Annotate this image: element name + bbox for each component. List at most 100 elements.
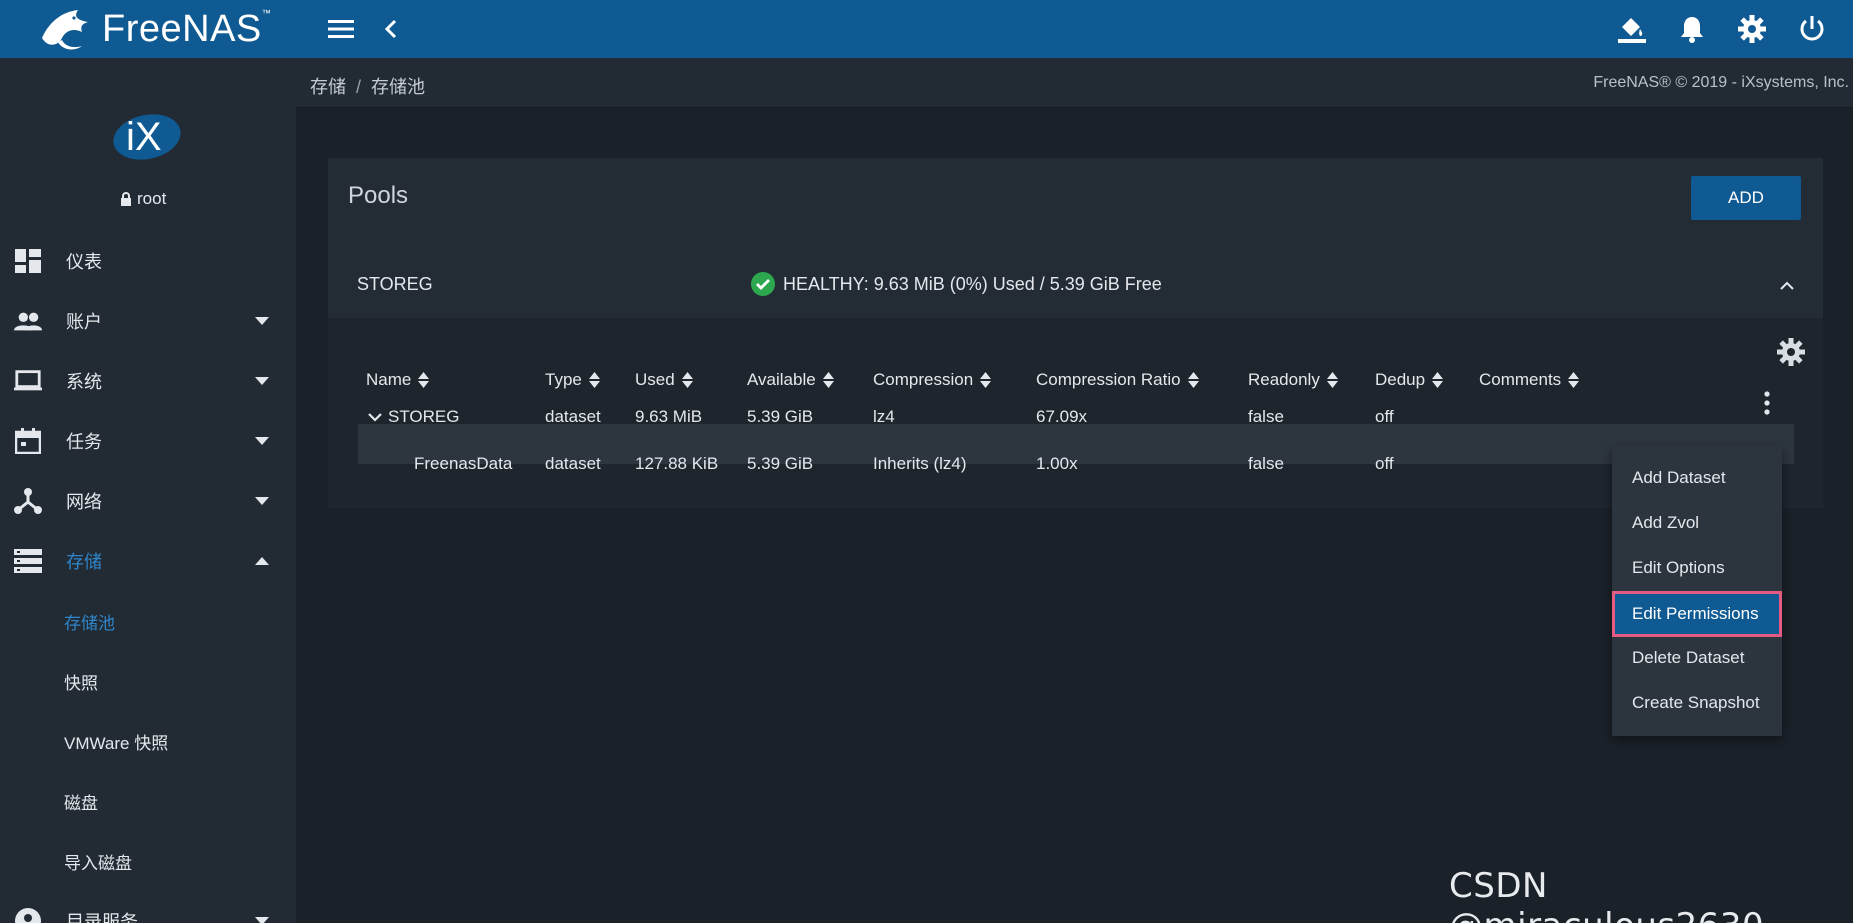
column-header-label: Type bbox=[545, 370, 582, 389]
dataset-compression: Inherits (lz4) bbox=[873, 454, 967, 473]
check-circle-icon bbox=[751, 272, 775, 296]
dataset-readonly: false bbox=[1248, 454, 1284, 473]
sort-icon bbox=[588, 372, 600, 388]
caret-down-icon bbox=[255, 374, 269, 388]
pool-header-row[interactable]: STOREG HEALTHY: 9.63 MiB (0%) Used / 5.3… bbox=[328, 244, 1823, 326]
caret-down-icon bbox=[255, 914, 269, 923]
current-user[interactable]: root bbox=[120, 189, 166, 209]
settings-button[interactable] bbox=[1735, 12, 1769, 46]
column-header-name[interactable]: Name bbox=[366, 370, 430, 390]
column-header-label: Compression Ratio bbox=[1036, 370, 1181, 389]
column-header-label: Compression bbox=[873, 370, 974, 389]
freenas-logo[interactable]: FreeNAS™ bbox=[38, 2, 271, 56]
column-header-label: Comments bbox=[1479, 370, 1562, 389]
collapse-sidebar-button[interactable] bbox=[374, 12, 408, 46]
sidebar-item-storage[interactable]: 存储 bbox=[0, 536, 296, 586]
bell-icon bbox=[1681, 17, 1703, 43]
dataset-available: 5.39 GiB bbox=[747, 454, 814, 473]
sidebar-item-tasks[interactable]: 任务 bbox=[0, 416, 296, 466]
sidebar-item-label: 系统 bbox=[66, 372, 102, 392]
power-button[interactable] bbox=[1795, 12, 1829, 46]
sidebar-subitem-vmware-snapshots[interactable]: VMWare 快照 bbox=[64, 733, 169, 753]
sidebar-item-system[interactable]: 系统 bbox=[0, 356, 296, 406]
column-header-comments[interactable]: Comments bbox=[1479, 370, 1580, 390]
table-settings-button[interactable] bbox=[1777, 338, 1807, 368]
add-pool-button[interactable]: ADD bbox=[1691, 176, 1801, 220]
hamburger-icon bbox=[328, 20, 354, 38]
ix-logo-icon: iX bbox=[113, 114, 181, 160]
table-row[interactable] bbox=[358, 424, 1794, 464]
menu-item-edit-options[interactable]: Edit Options bbox=[1632, 558, 1725, 577]
menu-item-create-snapshot[interactable]: Create Snapshot bbox=[1632, 693, 1760, 712]
watermark: CSDN @miraculous2630 bbox=[1449, 866, 1764, 923]
row-actions-button[interactable] bbox=[1757, 390, 1777, 416]
breadcrumb-item-storage[interactable]: 存储 bbox=[310, 77, 346, 97]
breadcrumb: 存储 / 存储池 bbox=[310, 73, 425, 99]
dataset-name: FreenasData bbox=[414, 454, 513, 473]
network-icon bbox=[14, 487, 42, 515]
calendar-icon bbox=[14, 427, 42, 455]
chevron-left-icon bbox=[384, 19, 397, 39]
pool-status: HEALTHY: 9.63 MiB (0%) Used / 5.39 GiB F… bbox=[751, 272, 1162, 296]
sidebar-item-network[interactable]: 网络 bbox=[0, 476, 296, 526]
caret-up-icon bbox=[255, 554, 269, 568]
menu-item-edit-permissions[interactable]: Edit Permissions bbox=[1612, 591, 1782, 637]
dataset-ratio: 1.00x bbox=[1036, 454, 1078, 473]
sidebar-subitem-pools[interactable]: 存储池 bbox=[64, 613, 115, 633]
shark-logo-icon bbox=[42, 10, 88, 50]
column-header-dedup[interactable]: Dedup bbox=[1375, 370, 1444, 390]
column-header-type[interactable]: Type bbox=[545, 370, 600, 390]
sidebar-subitem-snapshots[interactable]: 快照 bbox=[64, 673, 98, 693]
column-header-compression[interactable]: Compression bbox=[873, 370, 992, 390]
sidebar-item-label: 仪表 bbox=[66, 252, 102, 272]
notifications-button[interactable] bbox=[1675, 12, 1709, 46]
sidebar-item-label: 存储 bbox=[66, 552, 102, 572]
sidebar-subitem-import-disk[interactable]: 导入磁盘 bbox=[64, 853, 132, 873]
sort-icon bbox=[1326, 372, 1338, 388]
column-header-available[interactable]: Available bbox=[747, 370, 834, 390]
copyright-text: FreeNAS® © 2019 - iXsystems, Inc. bbox=[1593, 74, 1849, 91]
dashboard-icon bbox=[14, 247, 42, 275]
brand-name: FreeNAS™ bbox=[102, 7, 272, 50]
sidebar-item-label: 网络 bbox=[66, 492, 102, 512]
breadcrumb-bar: 存储 / 存储池 FreeNAS® © 2019 - iXsystems, Inc. bbox=[296, 58, 1853, 108]
column-header-compression-ratio[interactable]: Compression Ratio bbox=[1036, 370, 1199, 390]
caret-down-icon bbox=[255, 314, 269, 328]
power-icon bbox=[1800, 16, 1824, 41]
table-row-name-cell[interactable]: STOREG bbox=[368, 407, 459, 427]
theme-button[interactable] bbox=[1615, 12, 1649, 46]
dataset-used: 127.88 KiB bbox=[635, 454, 719, 473]
menu-item-delete-dataset[interactable]: Delete Dataset bbox=[1632, 648, 1745, 667]
dataset-actions-menu: Add Dataset Add Zvol Edit Options Edit P… bbox=[1612, 446, 1782, 736]
page-title: Pools bbox=[348, 182, 409, 209]
menu-item-add-dataset[interactable]: Add Dataset bbox=[1632, 468, 1726, 487]
sidebar-item-directory-services[interactable]: 目录服务 bbox=[0, 896, 296, 923]
main-content: Pools ADD STOREG HEALTHY: 9.63 MiB (0%) … bbox=[296, 108, 1853, 923]
sidebar-item-label: 账户 bbox=[66, 312, 102, 332]
username-label: root bbox=[137, 189, 167, 208]
sidebar: iX root 仪表 账户 系统 任务 bbox=[0, 58, 296, 923]
datasets-table: Name Type Used Available Compression Com… bbox=[328, 318, 1823, 508]
menu-item-add-zvol[interactable]: Add Zvol bbox=[1632, 513, 1700, 532]
dataset-type: dataset bbox=[545, 407, 601, 426]
dataset-dedup: off bbox=[1375, 407, 1394, 426]
collapse-pool-button[interactable] bbox=[1777, 276, 1797, 296]
sidebar-subitem-disks[interactable]: 磁盘 bbox=[64, 793, 98, 813]
dataset-type: dataset bbox=[545, 454, 601, 473]
chevron-up-icon bbox=[1780, 281, 1794, 290]
column-header-label: Name bbox=[366, 370, 412, 389]
dataset-ratio: 67.09x bbox=[1036, 407, 1088, 426]
sidebar-item-dashboard[interactable]: 仪表 bbox=[0, 236, 296, 286]
sidebar-item-accounts[interactable]: 账户 bbox=[0, 296, 296, 346]
gear-icon bbox=[1777, 338, 1805, 366]
sort-icon bbox=[980, 372, 992, 388]
sort-icon bbox=[1432, 372, 1444, 388]
sort-icon bbox=[681, 372, 693, 388]
breadcrumb-separator: / bbox=[356, 77, 362, 97]
column-header-label: Used bbox=[635, 370, 675, 389]
column-header-used[interactable]: Used bbox=[635, 370, 693, 390]
menu-toggle-button[interactable] bbox=[324, 12, 358, 46]
storage-icon bbox=[14, 547, 42, 575]
column-header-readonly[interactable]: Readonly bbox=[1248, 370, 1338, 390]
more-vertical-icon bbox=[1764, 391, 1770, 415]
